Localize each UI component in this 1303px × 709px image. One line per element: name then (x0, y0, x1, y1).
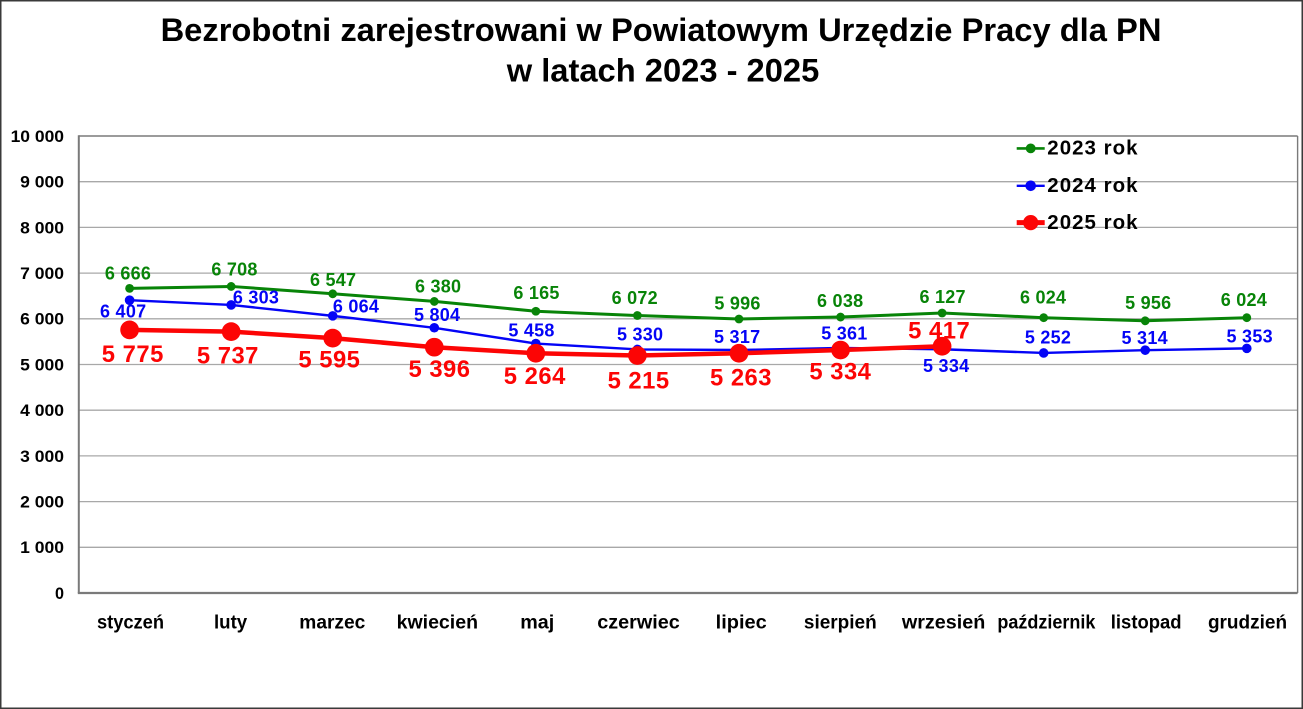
svg-text:5 595: 5 595 (298, 347, 360, 374)
svg-text:sierpień: sierpień (804, 612, 877, 634)
svg-text:6 024: 6 024 (1221, 290, 1267, 310)
svg-text:2 000: 2 000 (20, 494, 64, 512)
svg-text:wrzesień: wrzesień (901, 612, 985, 634)
svg-text:grudzień: grudzień (1208, 612, 1287, 634)
svg-text:6 666: 6 666 (105, 263, 151, 283)
svg-text:6 407: 6 407 (100, 302, 146, 322)
svg-text:5 775: 5 775 (102, 341, 164, 368)
svg-text:5 417: 5 417 (908, 318, 970, 345)
svg-text:8 000: 8 000 (20, 219, 64, 237)
svg-text:6 000: 6 000 (20, 311, 64, 329)
svg-text:6 038: 6 038 (817, 291, 863, 311)
svg-text:6 380: 6 380 (415, 277, 461, 297)
svg-text:Bezrobotni zarejestrowani w Po: Bezrobotni zarejestrowani w Powiatowym U… (161, 11, 1162, 48)
svg-text:5 804: 5 804 (414, 305, 460, 325)
svg-text:styczeń: styczeń (97, 612, 164, 634)
svg-text:kwiecień: kwiecień (397, 612, 478, 634)
svg-text:0: 0 (55, 585, 64, 603)
svg-text:5 330: 5 330 (617, 324, 663, 344)
svg-text:5 458: 5 458 (508, 320, 554, 340)
svg-text:lipiec: lipiec (716, 612, 767, 634)
svg-text:luty: luty (214, 612, 247, 634)
svg-text:3 000: 3 000 (20, 448, 64, 466)
svg-text:5 737: 5 737 (197, 342, 259, 369)
svg-text:6 708: 6 708 (211, 260, 257, 280)
svg-text:9 000: 9 000 (20, 174, 64, 192)
svg-text:w latach 2023 - 2025: w latach 2023 - 2025 (506, 52, 820, 89)
svg-text:5 956: 5 956 (1125, 293, 1171, 313)
svg-text:6 024: 6 024 (1020, 288, 1066, 308)
svg-text:2024 rok: 2024 rok (1047, 174, 1138, 197)
svg-text:5 252: 5 252 (1025, 327, 1071, 347)
svg-text:5 263: 5 263 (710, 364, 772, 391)
svg-text:6 303: 6 303 (233, 288, 279, 308)
svg-text:5 317: 5 317 (714, 327, 760, 347)
svg-text:5 353: 5 353 (1227, 326, 1273, 346)
svg-text:5 000: 5 000 (20, 356, 64, 374)
svg-text:6 547: 6 547 (310, 270, 356, 290)
svg-text:1 000: 1 000 (20, 539, 64, 557)
svg-text:5 334: 5 334 (809, 359, 871, 386)
svg-text:październik: październik (997, 612, 1095, 634)
svg-text:6 127: 6 127 (919, 287, 965, 307)
svg-text:2025 rok: 2025 rok (1047, 211, 1138, 234)
svg-text:6 064: 6 064 (333, 296, 379, 316)
svg-text:5 215: 5 215 (608, 368, 670, 395)
svg-text:2023 rok: 2023 rok (1047, 137, 1138, 160)
svg-text:5 264: 5 264 (504, 363, 566, 390)
svg-text:5 396: 5 396 (408, 356, 470, 383)
svg-text:6 165: 6 165 (513, 283, 559, 303)
svg-text:marzec: marzec (299, 612, 365, 634)
svg-text:10 000: 10 000 (11, 128, 64, 146)
svg-text:5 361: 5 361 (821, 324, 867, 344)
svg-text:6 072: 6 072 (612, 288, 658, 308)
svg-text:5 314: 5 314 (1122, 328, 1168, 348)
svg-text:listopad: listopad (1111, 612, 1182, 634)
svg-text:5 334: 5 334 (923, 356, 969, 376)
svg-text:7 000: 7 000 (20, 265, 64, 283)
svg-text:czerwiec: czerwiec (597, 612, 679, 634)
svg-text:4 000: 4 000 (20, 402, 64, 420)
svg-text:maj: maj (520, 612, 554, 634)
svg-text:5 996: 5 996 (714, 294, 760, 314)
